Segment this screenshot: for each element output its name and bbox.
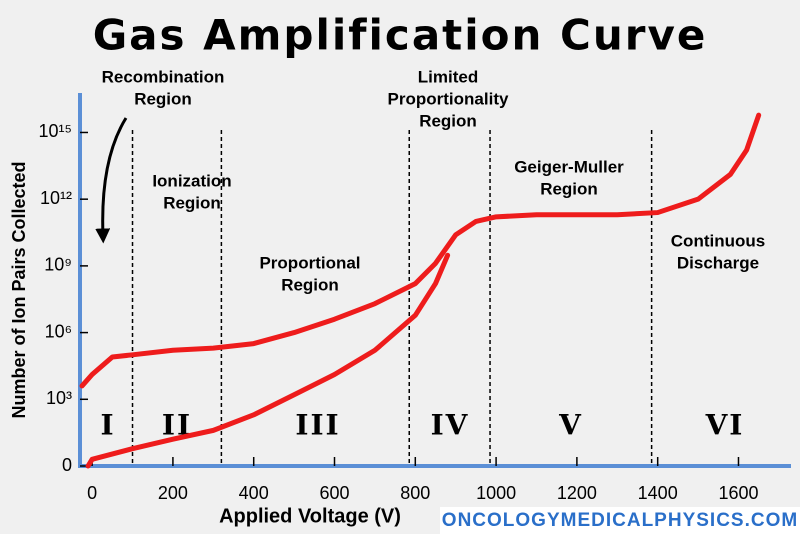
- region-label: Region: [163, 193, 221, 212]
- y-tick-label: 10¹⁵: [39, 121, 72, 141]
- x-tick-label: 600: [319, 483, 349, 503]
- region-numeral: VI: [705, 409, 745, 442]
- region-label: Proportional: [259, 253, 360, 272]
- region-numeral: IV: [431, 409, 470, 442]
- region-numeral: III: [295, 409, 340, 442]
- region-label: Continuous: [671, 231, 765, 250]
- y-axis-label: Number of Ion Pairs Collected: [9, 161, 29, 418]
- x-tick-label: 200: [158, 483, 188, 503]
- region-label: Region: [540, 179, 598, 198]
- y-tick-label: 10¹²: [40, 188, 72, 208]
- y-tick-label: 0: [62, 455, 72, 475]
- x-tick-label: 0: [87, 483, 97, 503]
- curve: [79, 112, 762, 389]
- y-tick-label: 10³: [46, 388, 72, 408]
- x-tick-label: 400: [239, 483, 269, 503]
- region-label: Proportionality: [388, 89, 509, 108]
- region-label: Discharge: [677, 253, 759, 272]
- region-label: Geiger-Muller: [514, 157, 624, 176]
- region-numeral: I: [100, 409, 115, 442]
- region-numeral: V: [558, 409, 583, 442]
- x-axis-label: Applied Voltage (V): [219, 505, 401, 527]
- x-tick-label: 1200: [557, 483, 597, 503]
- arrow: [95, 117, 128, 244]
- x-tick-label: 1400: [638, 483, 678, 503]
- region-label: Ionization: [152, 171, 231, 190]
- region-label: Recombination: [102, 67, 225, 86]
- chart-title: Gas Amplification Curve: [93, 11, 708, 60]
- region-label: Limited: [418, 67, 478, 86]
- y-tick-label: 10⁹: [44, 255, 72, 275]
- x-tick-label: 1600: [718, 483, 758, 503]
- region-label: Region: [281, 275, 339, 294]
- region-label: Region: [419, 111, 477, 130]
- footer: ONCOLOGYMEDICALPHYSICS.COM: [442, 510, 798, 531]
- x-tick-label: 1000: [476, 483, 516, 503]
- curve: [85, 252, 451, 469]
- y-tick-label: 10⁶: [45, 321, 72, 341]
- footer-box: [440, 507, 800, 534]
- region-label: Region: [134, 89, 192, 108]
- x-tick-label: 800: [400, 483, 430, 503]
